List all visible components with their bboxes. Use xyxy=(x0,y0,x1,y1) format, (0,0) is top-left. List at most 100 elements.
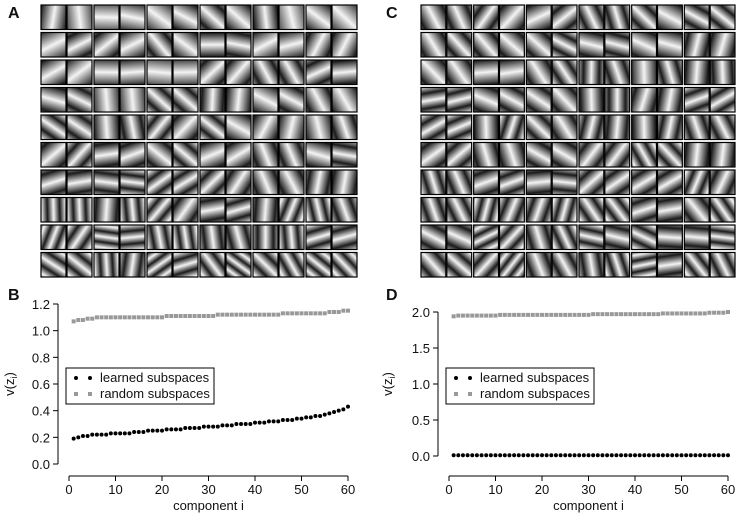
point xyxy=(299,311,304,316)
point xyxy=(308,311,313,316)
filter-patch xyxy=(119,31,146,58)
y-tick-label: 0.2 xyxy=(32,430,50,445)
point xyxy=(290,311,295,316)
point xyxy=(90,316,95,321)
point xyxy=(470,313,475,318)
point xyxy=(646,453,651,458)
point xyxy=(127,431,132,436)
filter-patch xyxy=(40,224,67,251)
filter-patch xyxy=(683,169,710,196)
filter-patch xyxy=(420,4,447,31)
filter-patch xyxy=(225,114,252,141)
filter-patch xyxy=(604,169,631,196)
point xyxy=(276,312,281,317)
point xyxy=(243,312,248,317)
point xyxy=(197,314,202,318)
filter-patch xyxy=(551,224,578,251)
point xyxy=(507,453,512,458)
filter-patch xyxy=(93,251,120,278)
filter-patch xyxy=(119,169,146,196)
point xyxy=(104,432,109,437)
filter-patch xyxy=(709,31,736,58)
point xyxy=(498,312,503,317)
point xyxy=(605,453,610,458)
point xyxy=(169,314,174,318)
point xyxy=(684,311,689,316)
y-axis-label-part: ) xyxy=(2,372,17,376)
filter-patch xyxy=(473,31,500,58)
legend-marker xyxy=(74,376,78,380)
filter-patch xyxy=(40,114,67,141)
filter-patch xyxy=(278,224,305,251)
filter-patch xyxy=(199,4,226,31)
point xyxy=(670,453,675,458)
filter-patch xyxy=(473,114,500,141)
point xyxy=(693,311,698,316)
filter-patch xyxy=(146,86,173,113)
point xyxy=(656,312,661,317)
point xyxy=(665,453,670,458)
filter-patch xyxy=(578,59,605,86)
filter-patch xyxy=(199,31,226,58)
point xyxy=(540,312,544,317)
filter-patch xyxy=(305,251,332,278)
filter-patch xyxy=(119,224,146,251)
filter-grid xyxy=(420,4,736,278)
point xyxy=(122,431,127,436)
filter-patch xyxy=(252,31,279,58)
point xyxy=(698,453,703,458)
point xyxy=(460,453,465,458)
filter-patch xyxy=(331,169,358,196)
filter-patch xyxy=(709,196,736,223)
filter-patch xyxy=(199,114,226,141)
filter-patch xyxy=(525,251,552,278)
filter-patch xyxy=(656,31,683,58)
filter-patch xyxy=(498,31,525,58)
point xyxy=(498,453,503,458)
filter-patch xyxy=(578,169,605,196)
point xyxy=(127,315,132,320)
point xyxy=(521,453,526,458)
filter-patch xyxy=(119,141,146,168)
filter-patch xyxy=(66,31,93,58)
point xyxy=(346,308,350,313)
filter-patch xyxy=(446,169,473,196)
point xyxy=(94,432,99,437)
filter-patch xyxy=(473,4,500,31)
filter-patch xyxy=(172,114,199,141)
filter-patch xyxy=(66,224,93,251)
filter-patch xyxy=(446,86,473,113)
filter-patch xyxy=(446,4,473,31)
filter-patch xyxy=(93,59,120,86)
point xyxy=(628,453,633,458)
filter-patch xyxy=(93,31,120,58)
point xyxy=(572,453,577,458)
point xyxy=(183,426,188,430)
filter-patch xyxy=(225,31,252,58)
point xyxy=(76,435,81,440)
filter-patch xyxy=(551,114,578,141)
point xyxy=(502,453,507,458)
filter-patch xyxy=(631,196,658,223)
point xyxy=(76,318,81,322)
filter-patch xyxy=(172,196,199,223)
filter-patch xyxy=(551,31,578,58)
point xyxy=(285,311,290,316)
point xyxy=(201,314,206,318)
filter-patch xyxy=(225,169,252,196)
point xyxy=(470,453,475,458)
filter-grid xyxy=(40,4,358,278)
point xyxy=(465,453,470,458)
point xyxy=(544,453,549,458)
point xyxy=(530,312,535,317)
y-axis-label-part: v(z xyxy=(2,379,17,396)
filter-patch xyxy=(631,251,658,278)
filter-patch xyxy=(66,169,93,196)
filter-patch xyxy=(146,224,173,251)
y-axis-label: v(zi) xyxy=(380,372,397,396)
point xyxy=(80,318,85,322)
point xyxy=(623,312,628,317)
filter-patch xyxy=(40,59,67,86)
